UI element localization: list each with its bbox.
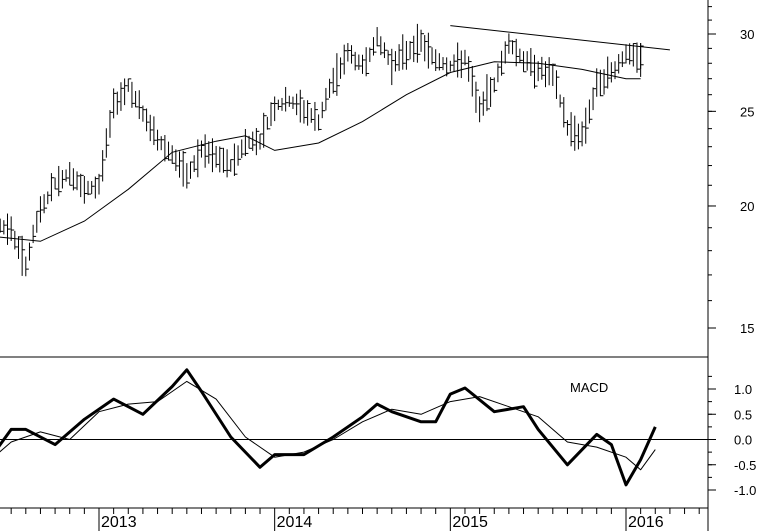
macd-signal-line xyxy=(0,380,656,471)
macd-panel: -1.0 -0.5 0.0 0.5 1.0 MACD xyxy=(0,368,756,498)
moving-average-line xyxy=(0,61,641,242)
price-y-tick-label: 15 xyxy=(740,321,754,336)
macd-y-tick-label: 0.5 xyxy=(734,407,752,422)
x-year-label: 2015 xyxy=(452,514,488,531)
x-year-label: 2013 xyxy=(101,514,137,531)
macd-title: MACD xyxy=(570,380,608,395)
price-y-tick-label: 20 xyxy=(740,199,754,214)
macd-y-tick-label: 1.0 xyxy=(734,382,752,397)
price-y-tick-label: 30 xyxy=(740,27,754,42)
price-y-tick-label: 25 xyxy=(740,104,754,119)
x-year-label: 2016 xyxy=(628,514,664,531)
x-year-label: 2014 xyxy=(277,514,313,531)
macd-y-tick-label: 0.0 xyxy=(734,433,752,448)
macd-y-tick-label: -1.0 xyxy=(734,483,756,498)
price-panel: 15 20 25 30 xyxy=(0,6,754,336)
resistance-trendline xyxy=(450,25,670,51)
x-axis: 2013 2014 2015 2016 xyxy=(10,508,700,531)
macd-y-tick-label: -0.5 xyxy=(734,458,756,473)
macd-line xyxy=(0,368,657,487)
